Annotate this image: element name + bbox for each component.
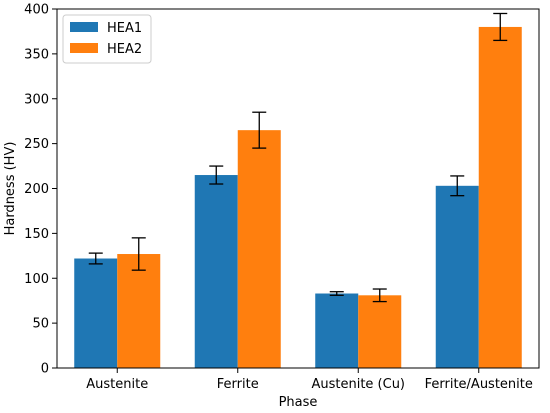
error-bar-hea2-1 xyxy=(252,111,267,149)
bar-hea2-0 xyxy=(117,254,161,368)
bar-hea2-3 xyxy=(478,26,522,368)
y-tick-label-0: 0 xyxy=(41,362,49,377)
error-bar-hea1-1 xyxy=(209,165,224,185)
bar-hea2-2 xyxy=(358,295,402,368)
x-axis-label: Phase xyxy=(279,395,318,410)
error-bar-hea2-0 xyxy=(131,237,146,271)
legend: HEA1 HEA2 xyxy=(62,14,152,64)
legend-label-hea1: HEA1 xyxy=(107,21,142,36)
x-tick-label-1: Ferrite xyxy=(217,377,259,392)
error-bar-hea1-3 xyxy=(450,175,465,197)
error-bar-hea1-0 xyxy=(88,252,103,265)
bar-hea2-1 xyxy=(237,130,281,368)
error-bar-hea2-2 xyxy=(372,288,387,303)
bar-hea1-1 xyxy=(194,175,238,368)
x-tick-label-3: Ferrite/Austenite xyxy=(425,377,533,392)
error-bar-hea1-2 xyxy=(329,291,344,296)
bar-hea1-3 xyxy=(435,185,479,368)
y-tick-label-50: 50 xyxy=(32,317,49,332)
x-tick-label-0: Austenite xyxy=(86,377,148,392)
legend-swatch-hea1 xyxy=(70,22,98,32)
y-tick-label-150: 150 xyxy=(24,227,49,242)
bars xyxy=(74,26,522,368)
error-bar-hea2-3 xyxy=(493,12,508,42)
bar-hea1-0 xyxy=(74,258,118,368)
error-bars xyxy=(88,12,508,303)
y-axis-label: Hardness (HV) xyxy=(3,142,18,236)
y-tick-label-300: 300 xyxy=(24,92,49,107)
x-tick-label-2: Austenite (Cu) xyxy=(311,377,405,392)
y-tick-label-400: 400 xyxy=(24,3,49,18)
y-tick-label-200: 200 xyxy=(24,182,49,197)
y-tick-label-250: 250 xyxy=(24,137,49,152)
y-tick-label-100: 100 xyxy=(24,272,49,287)
bar-hea1-2 xyxy=(315,293,359,368)
legend-label-hea2: HEA2 xyxy=(107,42,142,57)
legend-swatch-hea2 xyxy=(70,43,98,53)
axes: 0 50 100 150 200 250 300 350 400 Austenite Ferrite… xyxy=(24,3,540,392)
y-tick-label-350: 350 xyxy=(24,47,49,62)
